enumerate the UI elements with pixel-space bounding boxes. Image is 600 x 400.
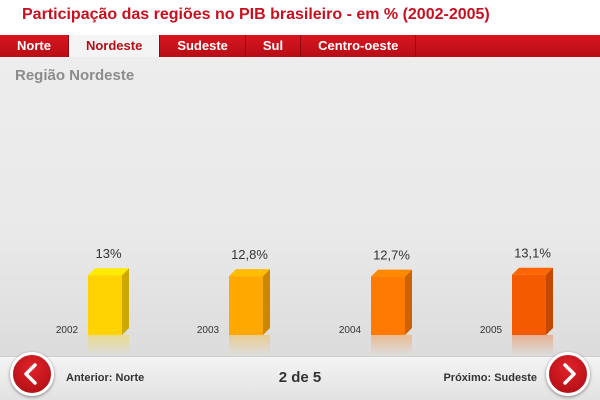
- previous-label[interactable]: Anterior: Norte: [66, 372, 145, 384]
- value-label: 13,1%: [514, 246, 551, 261]
- bar-top-2005: [512, 267, 553, 275]
- value-label: 12,7%: [373, 248, 410, 263]
- bar-reflection: [512, 335, 553, 355]
- region-title: Região Nordeste: [15, 67, 135, 84]
- bar-top-2002: [88, 268, 129, 276]
- bar-2003: [229, 276, 263, 335]
- value-label: 12,8%: [231, 247, 268, 262]
- page-title: Participação das regiões no PIB brasilei…: [22, 6, 490, 23]
- chart-panel: 13% 2002 12,8% 2003 12,7% 2004 13,1% 2005 Regiã…: [0, 57, 600, 357]
- bar-reflection: [371, 335, 412, 355]
- year-label: 2002: [56, 325, 79, 336]
- bar-chart: 13% 2002 12,8% 2003 12,7% 2004 13,1% 2005: [56, 246, 553, 355]
- region-tabs: Norte Nordeste Sudeste Sul Centro-oeste: [0, 35, 600, 57]
- bar-reflection: [229, 335, 270, 355]
- bar-2005: [512, 274, 546, 335]
- year-label: 2004: [339, 325, 362, 336]
- bar-top-2004: [371, 269, 412, 277]
- tab-nordeste[interactable]: Nordeste: [68, 35, 161, 57]
- bar-side-2003: [263, 269, 270, 335]
- tab-centro-oeste[interactable]: Centro-oeste: [301, 35, 417, 57]
- chevron-right-icon: [563, 363, 576, 385]
- bar-side-2004: [405, 269, 412, 335]
- next-button[interactable]: [546, 352, 590, 396]
- bar-2002: [88, 275, 122, 335]
- year-label: 2005: [480, 325, 503, 336]
- tab-norte[interactable]: Norte: [0, 35, 69, 57]
- previous-button[interactable]: [10, 352, 54, 396]
- chevron-left-icon: [24, 363, 37, 385]
- bar-top-2003: [229, 269, 270, 277]
- value-label: 13%: [95, 246, 121, 261]
- year-label: 2003: [197, 325, 220, 336]
- footer-nav: Anterior: Norte 2 de 5 Próximo: Sudeste: [0, 352, 600, 400]
- page-indicator: 2 de 5: [278, 369, 322, 386]
- tab-sudeste[interactable]: Sudeste: [160, 35, 246, 57]
- tab-sul[interactable]: Sul: [246, 35, 302, 57]
- bar-side-2005: [546, 267, 553, 335]
- bar-2004: [371, 276, 405, 335]
- bar-reflection: [88, 335, 129, 355]
- bar-side-2002: [122, 268, 129, 335]
- next-label[interactable]: Próximo: Sudeste: [443, 372, 537, 384]
